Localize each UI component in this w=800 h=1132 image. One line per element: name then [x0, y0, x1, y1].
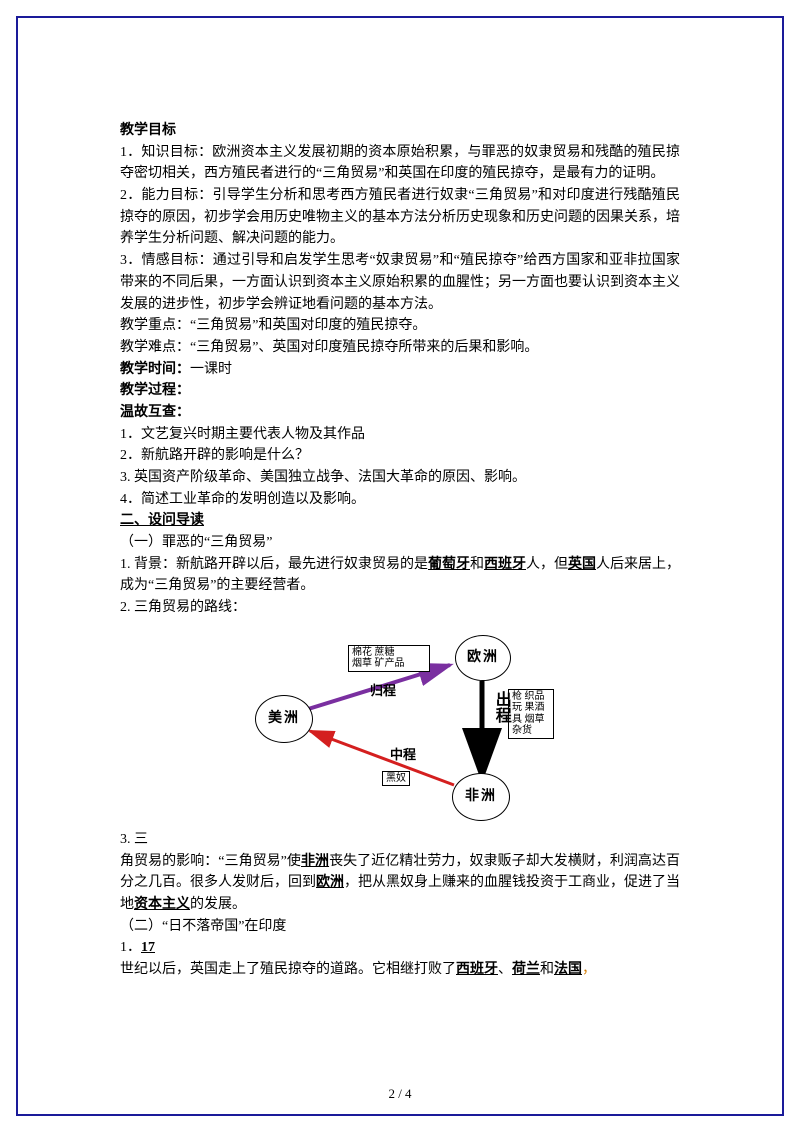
review-3: 3. 英国资产阶级革命、美国独立战争、法国大革命的原因、影响。 [120, 467, 680, 489]
review-1: 1．文艺复兴时期主要代表人物及其作品 [120, 424, 680, 446]
impact-post: 的发展。 [190, 897, 246, 912]
bg-portugal: 葡萄牙 [428, 557, 470, 572]
label-outbound: 出程 [488, 691, 513, 723]
sub1: （一）罪恶的“三角贸易” [120, 532, 680, 554]
time-value: 一课时 [190, 362, 232, 377]
impact-africa: 非洲 [301, 854, 329, 869]
c17-num: 1． [120, 940, 141, 955]
background: 1. 背景：新航路开辟以后，最先进行奴隶贸易的是葡萄牙和西班牙人，但英国人后来居… [120, 554, 680, 597]
sub2: （二）“日不落帝国”在印度 [120, 916, 680, 938]
box-outbound-goods: 枪 织品玩 果酒具 烟草 杂货 [508, 689, 554, 739]
heading-section2: 二、设问导读 [120, 510, 680, 532]
node-africa: 非洲 [452, 773, 510, 821]
box-middle-goods: 黑奴 [382, 771, 410, 787]
route-label: 2. 三角贸易的路线： [120, 597, 680, 619]
bg-mid2: 人，但 [526, 557, 568, 572]
label-return: 归程 [370, 681, 396, 701]
india-spain: 西班牙 [456, 962, 498, 977]
label-middle: 中程 [390, 745, 416, 765]
goal-1: 1．知识目标：欧洲资本主义发展初期的资本原始积累，与罪恶的奴隶贸易和残酷的殖民掠… [120, 142, 680, 185]
bg-uk: 英国 [568, 557, 596, 572]
review-4: 4．简述工业革命的发明创造以及影响。 [120, 489, 680, 511]
impact-pre: 角贸易的影响：“三角贸易”使 [120, 854, 301, 869]
heading-time: 教学时间：一课时 [120, 359, 680, 381]
heading-review: 温故互查： [120, 402, 680, 424]
india-pre: 世纪以后，英国走上了殖民掠夺的道路。它相继打败了 [120, 962, 456, 977]
india-france: 法国 [554, 962, 582, 977]
heading-process: 教学过程： [120, 380, 680, 402]
impact-europe: 欧洲 [316, 875, 344, 890]
bg-pre: 1. 背景：新航路开辟以后，最先进行奴隶贸易的是 [120, 557, 428, 572]
goal-3: 3．情感目标：通过引导和启发学生思考“奴隶贸易”和“殖民掠夺”给西方国家和亚非拉… [120, 250, 680, 315]
document-body: 教学目标 1．知识目标：欧洲资本主义发展初期的资本原始积累，与罪恶的奴隶贸易和残… [120, 120, 680, 981]
c17-lead: 1．17 [120, 937, 680, 959]
impact-lead: 3. 三 [120, 829, 680, 851]
india: 世纪以后，英国走上了殖民掠夺的道路。它相继打败了西班牙、荷兰和法国， [120, 959, 680, 981]
india-post: ， [582, 962, 596, 977]
heading-goal: 教学目标 [120, 120, 680, 142]
box-return-goods: 棉花 蔗糖烟草 矿产品 [348, 645, 430, 672]
c17-val: 17 [141, 940, 155, 955]
bg-mid1: 和 [470, 557, 484, 572]
india-netherlands: 荷兰 [512, 962, 540, 977]
page-footer: 2 / 4 [0, 1084, 800, 1104]
impact-capitalism: 资本主义 [134, 897, 190, 912]
review-2: 2．新航路开辟的影响是什么？ [120, 445, 680, 467]
time-label: 教学时间： [120, 362, 190, 377]
key-point: 教学重点：“三角贸易”和英国对印度的殖民掠夺。 [120, 315, 680, 337]
node-europe: 欧洲 [455, 635, 511, 681]
hard-point: 教学难点：“三角贸易”、英国对印度殖民掠夺所带来的后果和影响。 [120, 337, 680, 359]
sep1: 、 [498, 962, 512, 977]
node-america: 美洲 [255, 695, 313, 743]
bg-spain: 西班牙 [484, 557, 526, 572]
impact: 角贸易的影响：“三角贸易”使非洲丧失了近亿精壮劳力，奴隶贩子却大发横财，利润高达… [120, 851, 680, 916]
sep2: 和 [540, 962, 554, 977]
goal-2: 2．能力目标：引导学生分析和思考西方殖民者进行奴隶“三角贸易”和对印度进行残酷殖… [120, 185, 680, 250]
triangle-trade-diagram: 欧洲 美洲 非洲 棉花 蔗糖烟草 矿产品 枪 织品玩 果酒具 烟草 杂货 黑奴 … [120, 625, 680, 825]
